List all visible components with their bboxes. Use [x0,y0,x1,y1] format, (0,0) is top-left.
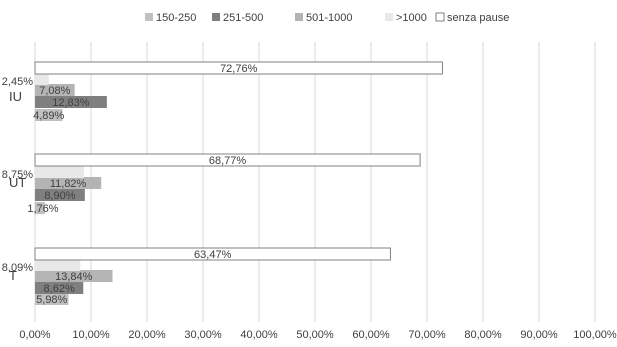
data-label: 1,76% [27,203,58,215]
data-label: 13,84% [55,271,93,283]
legend: 150-250 251-500 501-1000 >1000 senza pause [145,12,509,24]
bar [35,96,107,108]
bar [35,259,81,271]
data-label: 8,09% [2,262,33,274]
bar [35,293,69,305]
legend-swatch [295,13,303,21]
legend-swatch [212,13,220,21]
bar [35,282,84,294]
data-label: 5,98% [36,294,67,306]
legend-label: 501-1000 [306,12,353,24]
x-tick-label: 60,00% [352,329,390,341]
legend-label: >1000 [396,12,427,24]
x-tick-label: 20,00% [128,329,166,341]
bar [35,109,63,121]
bar [34,153,421,167]
data-label: 7,08% [39,85,70,97]
data-label: 2,45% [2,76,33,88]
legend-label: 150-250 [156,12,196,24]
data-label: 8,90% [44,190,75,202]
x-tick-label: 30,00% [184,329,222,341]
bar [35,202,45,214]
category-label: IU [9,89,22,104]
x-tick-label: 90,00% [520,329,558,341]
bar [35,177,102,189]
data-label: 63,47% [194,249,232,261]
x-tick-label: 0,00% [19,329,50,341]
data-label: 8,62% [44,283,75,295]
bar [35,270,113,282]
data-label: 72,76% [220,63,258,75]
bar [35,166,84,178]
data-label: 11,82% [50,178,87,190]
y-axis-labels: IU UT T [9,89,26,283]
data-label: 68,77% [209,155,247,167]
x-axis-tick-labels: 0,00% 10,00% 20,00% 30,00% 40,00% 50,00% 60,00… [19,329,617,341]
data-label: 4,89% [33,110,64,122]
category-label: UT [9,175,26,190]
plot-area: 4,89%12,83%7,08% 2,45% 72,76% 1,76%8,90%11,… [2,61,443,306]
bar [34,247,391,261]
x-tick-label: 100,00% [573,329,617,341]
x-tick-label: 70,00% [408,329,446,341]
x-tick-label: 80,00% [464,329,502,341]
bar [34,61,443,75]
bar [35,189,85,201]
legend-label: senza pause [447,12,509,24]
gridlines [34,42,596,322]
legend-label: 251-500 [223,12,263,24]
bar [35,84,75,96]
legend-swatch [385,13,393,21]
legend-swatch [145,13,153,21]
bar [35,73,49,85]
x-tick-label: 40,00% [240,329,278,341]
category-label: T [9,268,17,283]
x-tick-label: 50,00% [296,329,334,341]
x-tick-label: 10,00% [72,329,110,341]
data-label: 12,83% [52,97,90,109]
legend-swatch [435,12,445,22]
data-label: 8,75% [2,169,33,181]
